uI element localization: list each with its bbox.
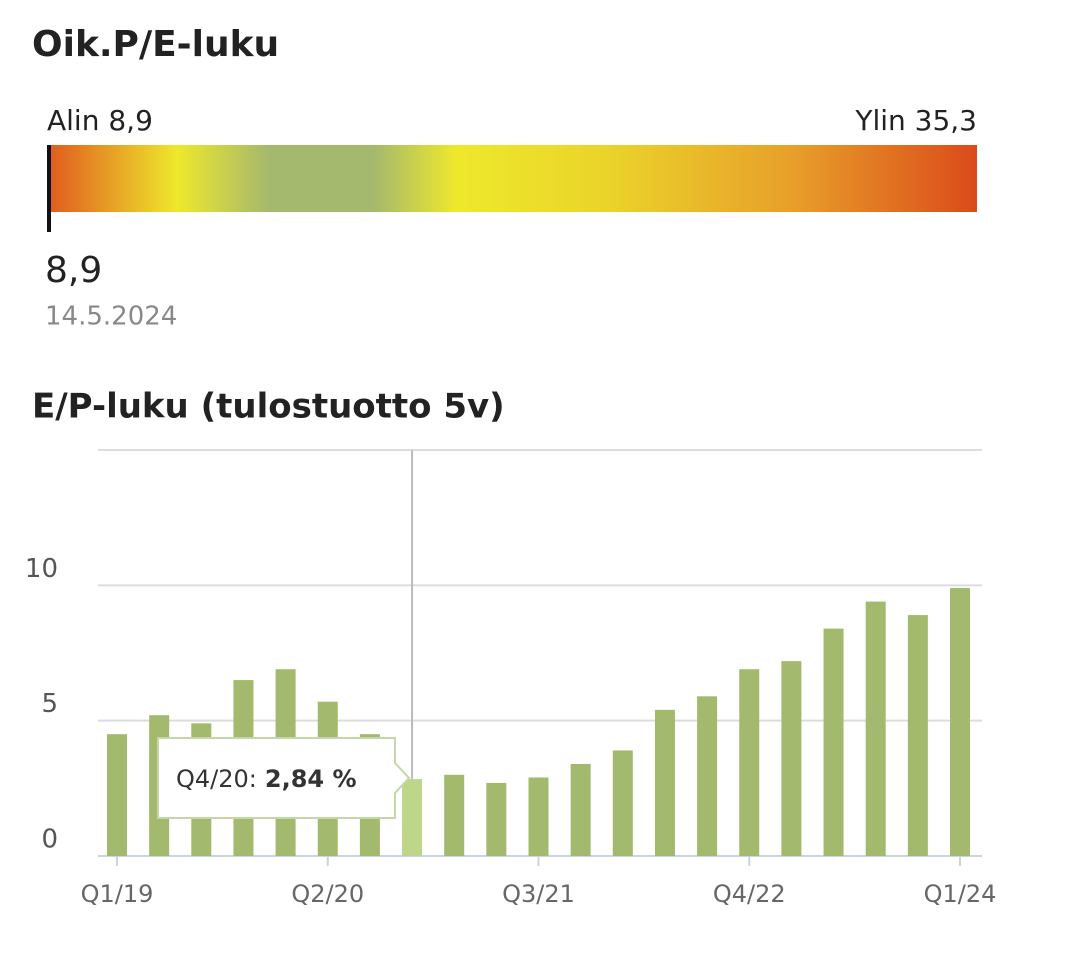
tooltip-value: 2,84 %	[265, 765, 357, 793]
bar	[612, 750, 633, 856]
bar	[907, 615, 928, 856]
x-tick-label: Q3/21	[502, 880, 575, 908]
chart-title: E/P-luku (tulostuotto 5v)	[32, 387, 505, 427]
bar	[823, 628, 844, 856]
tooltip-box	[157, 737, 411, 819]
x-tick-label: Q2/20	[291, 880, 364, 908]
bar	[865, 601, 886, 856]
gauge-min-label: Alin 8,9	[47, 104, 153, 137]
y-tick-label: 5	[41, 689, 58, 719]
bar	[528, 777, 549, 856]
tooltip-label: Q4/20:	[176, 765, 257, 793]
bar	[781, 661, 802, 856]
bar	[739, 669, 760, 856]
bar	[444, 774, 465, 856]
x-tick-label: Q1/24	[924, 880, 997, 908]
tooltip-text: Q4/20: 2,84 %	[176, 765, 357, 793]
bar	[570, 763, 591, 856]
gauge-title: Oik.P/E-luku	[32, 24, 279, 65]
bar	[950, 588, 970, 856]
gauge-max-label: Ylin 35,3	[854, 104, 977, 137]
y-tick-label: 10	[25, 554, 58, 584]
gauge-date: 14.5.2024	[45, 302, 177, 332]
bar	[697, 696, 718, 856]
x-tick-label: Q1/19	[81, 880, 154, 908]
gauge-bar	[47, 145, 977, 212]
gauge-value: 8,9	[45, 250, 102, 291]
x-tick-label: Q4/22	[713, 880, 786, 908]
gauge-marker	[47, 145, 51, 232]
bar	[107, 734, 127, 856]
bar	[402, 779, 423, 856]
y-tick-label: 0	[41, 825, 58, 855]
bar	[486, 782, 507, 856]
bar	[654, 709, 675, 856]
